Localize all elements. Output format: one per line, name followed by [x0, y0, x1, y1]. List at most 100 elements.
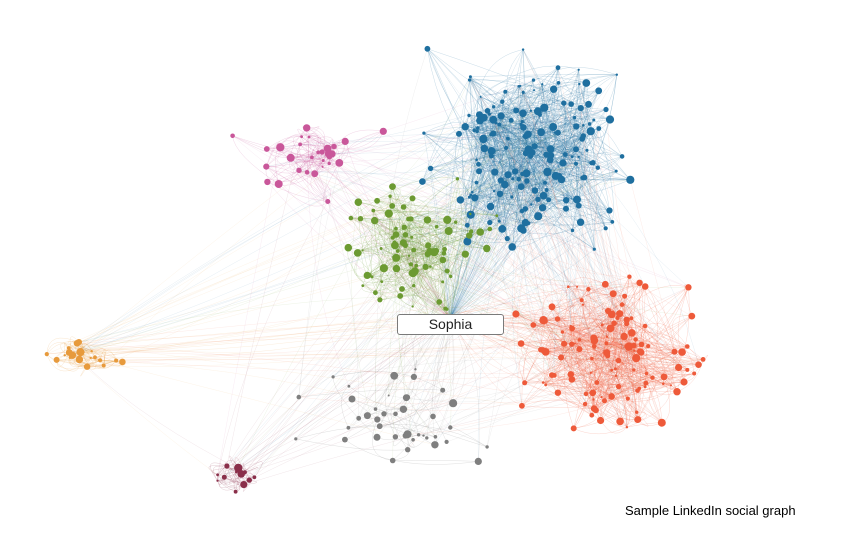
- graph-edge: [551, 306, 638, 420]
- graph-node: [475, 158, 478, 162]
- graph-edge: [412, 198, 425, 307]
- graph-edge: [362, 250, 381, 278]
- graph-node: [568, 376, 576, 383]
- graph-edge: [574, 282, 640, 344]
- graph-edge: [493, 133, 512, 149]
- graph-node: [392, 231, 400, 238]
- graph-edge: [427, 48, 606, 285]
- graph-edge: [555, 67, 594, 121]
- graph-edge: [87, 317, 632, 368]
- graph-edge: [512, 159, 551, 186]
- graph-edge: [480, 231, 578, 288]
- graph-node: [628, 329, 636, 337]
- graph-edge: [380, 248, 445, 259]
- graph-edge: [604, 343, 610, 401]
- graph-edge: [476, 85, 521, 161]
- graph-edge: [557, 318, 639, 420]
- graph-node: [685, 284, 692, 291]
- graph-edge: [521, 325, 571, 350]
- graph-edge: [596, 228, 617, 383]
- graph-edge: [606, 352, 620, 377]
- graph-node: [506, 136, 510, 141]
- graph-node: [494, 121, 498, 125]
- graph-edge: [512, 170, 617, 248]
- graph-edge: [414, 268, 451, 277]
- graph-edge: [544, 182, 576, 205]
- graph-edge: [484, 79, 534, 149]
- graph-edge: [517, 195, 544, 406]
- graph-edge: [430, 168, 502, 189]
- graph-node: [573, 146, 579, 153]
- graph-edge: [308, 131, 384, 150]
- center-node-label[interactable]: Sophia: [397, 314, 504, 335]
- graph-edge: [266, 166, 328, 202]
- graph-edge: [470, 132, 542, 215]
- graph-edge: [554, 363, 612, 376]
- graph-edge: [395, 218, 456, 235]
- graph-edge: [422, 109, 607, 182]
- graph-edge: [539, 159, 556, 177]
- graph-edge: [545, 325, 571, 385]
- graph-edge: [449, 190, 536, 319]
- graph-node: [379, 264, 388, 273]
- graph-edge: [381, 231, 481, 282]
- graph-edge: [296, 144, 324, 164]
- graph-edge: [267, 173, 315, 186]
- graph-edge: [103, 349, 117, 366]
- graph-edge: [358, 202, 381, 300]
- graph-edge: [410, 218, 445, 254]
- graph-node: [389, 203, 396, 209]
- graph-node: [572, 115, 577, 120]
- graph-edge: [217, 287, 689, 481]
- graph-node: [436, 299, 443, 305]
- graph-node: [353, 249, 362, 257]
- graph-edge: [465, 105, 545, 127]
- graph-node: [638, 341, 645, 348]
- graph-node: [497, 112, 505, 120]
- graph-edge: [489, 211, 522, 229]
- graph-edge: [480, 96, 578, 200]
- graph-edge: [547, 171, 627, 324]
- graph-edge: [583, 135, 615, 371]
- graph-edge: [467, 210, 610, 244]
- graph-node: [633, 349, 636, 352]
- graph-edge: [478, 159, 551, 173]
- graph-edge: [449, 113, 524, 319]
- graph-node: [44, 352, 49, 357]
- graph-edge: [520, 124, 583, 148]
- graph-edge: [585, 368, 647, 395]
- graph-edge: [224, 131, 591, 478]
- graph-edge: [601, 396, 631, 428]
- graph-edge: [99, 348, 106, 366]
- graph-edge: [572, 286, 605, 401]
- graph-edge: [299, 133, 328, 149]
- graph-edge: [422, 148, 485, 182]
- graph-node: [614, 169, 618, 173]
- graph-edge: [448, 230, 457, 319]
- graph-edge: [525, 116, 611, 137]
- graph-edge: [395, 257, 451, 319]
- graph-edge: [449, 109, 607, 319]
- graph-edge: [569, 289, 589, 375]
- graph-edge: [591, 328, 611, 416]
- graph-edge: [449, 150, 492, 319]
- graph-node: [354, 198, 363, 206]
- graph-edge: [226, 121, 523, 467]
- graph-node: [616, 417, 624, 426]
- graph-edge: [489, 132, 558, 223]
- graph-node: [521, 48, 525, 51]
- graph-edge: [446, 230, 524, 310]
- graph-edge: [578, 156, 624, 336]
- graph-node: [298, 142, 302, 147]
- graph-edge: [601, 344, 642, 398]
- graph-edge: [434, 152, 533, 253]
- graph-edge: [380, 248, 410, 258]
- graph-edge: [620, 296, 638, 391]
- graph-node: [570, 425, 577, 432]
- graph-nodes: [44, 45, 706, 494]
- graph-edge: [594, 345, 678, 392]
- graph-node: [520, 120, 524, 124]
- graph-edge: [637, 325, 646, 420]
- graph-edge: [631, 318, 704, 361]
- graph-edge: [464, 117, 485, 242]
